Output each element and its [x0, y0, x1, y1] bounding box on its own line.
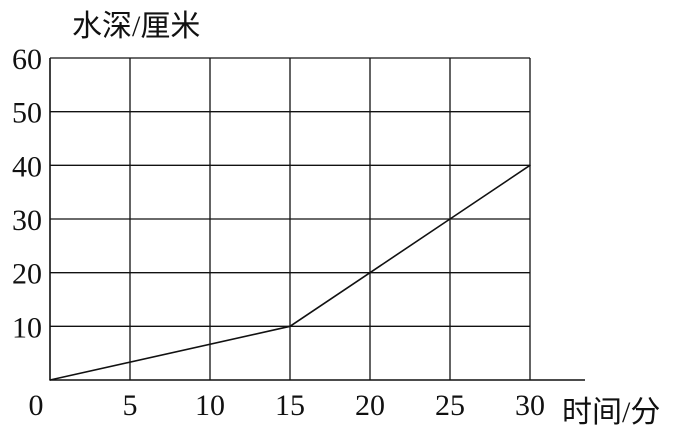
x-tick-label: 5 — [123, 389, 138, 422]
grid — [50, 57, 531, 380]
data-point — [529, 164, 531, 167]
x-tick-label: 0 — [29, 389, 44, 422]
y-tick-label: 60 — [12, 43, 42, 76]
series — [49, 164, 531, 381]
x-tick-label: 25 — [435, 389, 465, 422]
x-tick-label: 15 — [275, 389, 305, 422]
x-axis-label: 时间/分 — [562, 396, 660, 429]
axes — [49, 58, 585, 381]
y-axis-label: 水深/厘米 — [72, 10, 200, 43]
y-tick-label: 50 — [12, 97, 42, 130]
y-tick-label: 40 — [12, 150, 42, 183]
x-tick-label: 10 — [195, 389, 225, 422]
y-tick-label: 30 — [12, 204, 42, 237]
y-tick-label: 20 — [12, 258, 42, 291]
x-tick-label: 20 — [355, 389, 385, 422]
x-tick-label: 30 — [515, 389, 545, 422]
data-point — [449, 218, 451, 220]
tick-labels: 0 5 10 15 20 25 30 10 20 30 40 50 60 — [12, 43, 545, 422]
data-point — [289, 325, 291, 328]
y-tick-label: 10 — [12, 311, 42, 344]
data-point — [49, 379, 51, 381]
data-point — [369, 271, 371, 274]
